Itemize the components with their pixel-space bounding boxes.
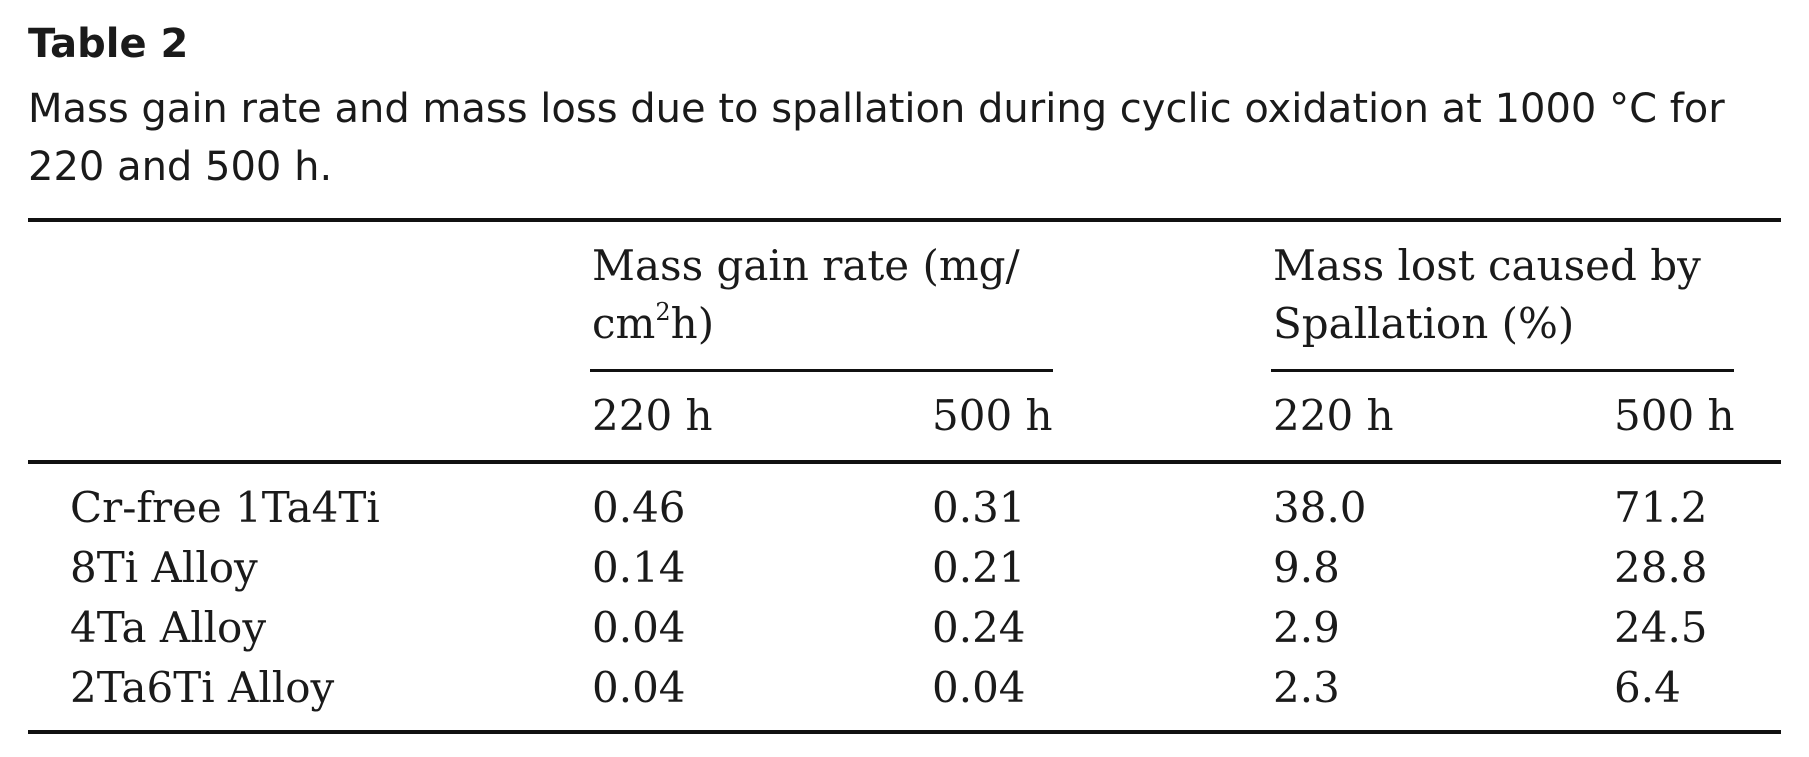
top-rule [28, 218, 1781, 222]
header-rule [28, 460, 1781, 464]
table-label: Table 2 [28, 21, 189, 67]
unit-h: h) [670, 299, 715, 348]
table-cell: 0.31 [932, 483, 1026, 532]
table-cell: 28.8 [1614, 543, 1708, 592]
group-header-mass-lost: Mass lost caused by Spallation (%) [1273, 237, 1701, 353]
subheader-gain-220h: 220 h [592, 391, 713, 440]
bottom-rule [28, 730, 1781, 734]
row-label: 8Ti Alloy [70, 543, 258, 592]
table-cell: 9.8 [1273, 543, 1340, 592]
subheader-gain-500h: 500 h [932, 391, 1053, 440]
table-cell: 2.3 [1273, 663, 1340, 712]
group-rule-mass-lost [1271, 369, 1734, 372]
table-cell: 0.04 [932, 663, 1026, 712]
subheader-lost-500h: 500 h [1614, 391, 1735, 440]
unit-superscript: 2 [655, 298, 671, 326]
group-header-line2: Spallation (%) [1273, 299, 1575, 348]
table-caption: Mass gain rate and mass loss due to spal… [28, 86, 1725, 190]
row-label: 4Ta Alloy [70, 603, 267, 652]
table-cell: 0.14 [592, 543, 686, 592]
group-header-line1: Mass gain rate (mg/ [592, 241, 1020, 290]
group-header-line1: Mass lost caused by [1273, 241, 1701, 290]
table-cell: 6.4 [1614, 663, 1681, 712]
table-cell: 0.46 [592, 483, 686, 532]
table-cell: 2.9 [1273, 603, 1340, 652]
table-cell: 24.5 [1614, 603, 1708, 652]
row-label: 2Ta6Ti Alloy [70, 663, 335, 712]
table-cell: 0.24 [932, 603, 1026, 652]
subheader-lost-220h: 220 h [1273, 391, 1394, 440]
table-cell: 38.0 [1273, 483, 1367, 532]
table-cell: 71.2 [1614, 483, 1708, 532]
unit-cm: cm [592, 299, 656, 348]
group-header-line2: cm2h) [592, 295, 1020, 353]
row-label: Cr-free 1Ta4Ti [70, 483, 380, 532]
table-cell: 0.04 [592, 663, 686, 712]
group-rule-mass-gain [590, 369, 1053, 372]
table-cell: 0.21 [932, 543, 1026, 592]
table-cell: 0.04 [592, 603, 686, 652]
group-header-mass-gain-rate: Mass gain rate (mg/ cm2h) [592, 237, 1020, 353]
